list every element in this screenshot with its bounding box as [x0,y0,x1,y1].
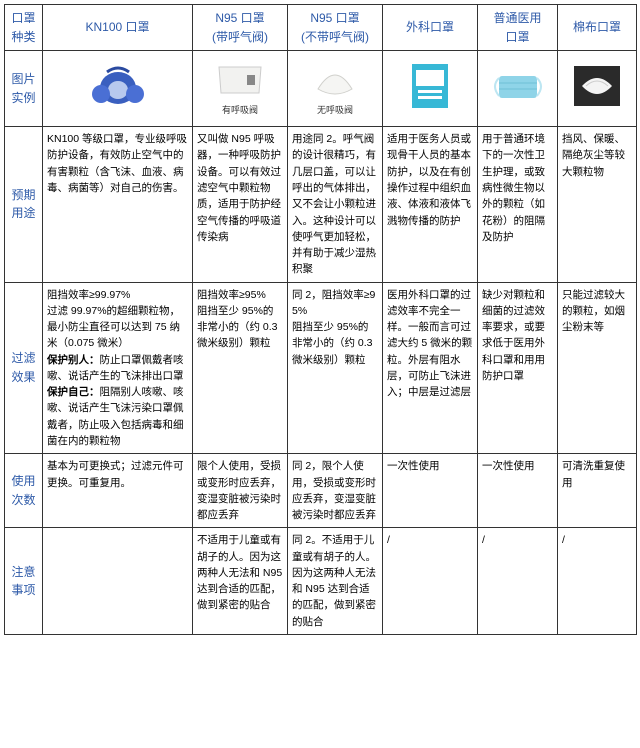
img-kn100 [43,51,193,127]
col-header-kn100: KN100 口罩 [43,5,193,51]
purpose-med: 用于普通环境下的一次性卫生护理，或致病性微生物以外的颗粒（如花粉）的阻隔及防护 [478,127,558,282]
usage-row: 使用 次数 基本为可更换式；过滤元件可更换。可重复用。 限个人使用，受损或变形时… [5,454,637,528]
usage-kn100: 基本为可更换式；过滤元件可更换。可重复用。 [43,454,193,528]
caution-cotton: / [558,528,637,635]
img-n95: 无呼吸阀 [288,51,383,127]
filter-n95: 同 2，阻挡效率≥95% 阻挡至少 95%的非常小的（约 0.3 微米级别）颗粒 [288,282,383,454]
row-label-caution: 注意 事项 [5,528,43,635]
purpose-n95v: 又叫做 N95 呼吸器，一种呼吸防护设备。可以有效过滤空气中颗粒物质，适用于防护… [193,127,288,282]
filter-kn100: 阻挡效率≥99.97% 过滤 99.97%的超细颗粒物，最小防尘直径可以达到 7… [43,282,193,454]
image-row: 图片 实例 有呼吸阀 无呼吸阀 [5,51,637,127]
n95-icon [308,59,362,99]
filter-med: 缺少对颗粒和细菌的过滤效率要求，或要求低于医用外科口罩和用用防护口罩 [478,282,558,454]
col-header-cotton: 棉布口罩 [558,5,637,51]
img-cotton [558,51,637,127]
usage-cotton: 可清洗重复使用 [558,454,637,528]
respirator-kn100-icon [87,60,149,112]
usage-med: 一次性使用 [478,454,558,528]
caution-n95v: 不适用于儿童或有胡子的人。因为这两种人无法和 N95 达到合适的匹配，做到紧密的… [193,528,288,635]
filter-row: 过滤 效果 阻挡效率≥99.97% 过滤 99.97%的超细颗粒物，最小防尘直径… [5,282,637,454]
col-header-surg: 外科口罩 [383,5,478,51]
mask-comparison-table: 口罩 种类 KN100 口罩 N95 口罩 (带呼气阀) N95 口罩 (不带呼… [4,4,637,635]
row-label-image: 图片 实例 [5,51,43,127]
col-header-n95: N95 口罩 (不带呼气阀) [288,5,383,51]
caution-med: / [478,528,558,635]
caution-kn100 [43,528,193,635]
purpose-n95: 用途同 2。呼气阀的设计很精巧，有几层口盖，可以让呼出的气体排出，又不会让小颗粒… [288,127,383,282]
surgical-mask-pack-icon [406,60,454,112]
col-header-med: 普通医用 口罩 [478,5,558,51]
purpose-surg: 适用于医务人员或现骨干人员的基本防护，以及在有创操作过程中组织血液、体液和液体飞… [383,127,478,282]
n95-valved-icon [213,59,267,99]
row-label-filter: 过滤 效果 [5,282,43,454]
medical-mask-icon [489,66,547,106]
caution-n95: 同 2。不适用于儿童或有胡子的人。因为这两种人无法和 N95 达到合适的匹配，做… [288,528,383,635]
filter-cotton: 只能过滤较大的颗粒，如烟尘粉末等 [558,282,637,454]
corner-label: 口罩 种类 [5,5,43,51]
img-surg [383,51,478,127]
purpose-row: 预期 用途 KN100 等级口罩，专业级呼吸防护设备，有效防止空气中的有害颗粒（… [5,127,637,282]
usage-n95: 同 2，限个人使用，受损或变形时应丢弃，变湿变脏被污染时都应丢弃 [288,454,383,528]
usage-surg: 一次性使用 [383,454,478,528]
cotton-mask-icon [572,64,622,108]
filter-n95v: 阻挡效率≥95% 阻挡至少 95%的非常小的（约 0.3 微米级别）颗粒 [193,282,288,454]
caution-surg: / [383,528,478,635]
filter-surg: 医用外科口罩的过滤效率不完全一样。一般而言可过滤大约 5 微米的颗粒。外层有阻水… [383,282,478,454]
purpose-kn100: KN100 等级口罩，专业级呼吸防护设备，有效防止空气中的有害颗粒（含飞沫、血液… [43,127,193,282]
row-label-purpose: 预期 用途 [5,127,43,282]
img-n95v: 有呼吸阀 [193,51,288,127]
caution-row: 注意 事项 不适用于儿童或有胡子的人。因为这两种人无法和 N95 达到合适的匹配… [5,528,637,635]
header-row: 口罩 种类 KN100 口罩 N95 口罩 (带呼气阀) N95 口罩 (不带呼… [5,5,637,51]
img-med [478,51,558,127]
col-header-n95v: N95 口罩 (带呼气阀) [193,5,288,51]
row-label-usage: 使用 次数 [5,454,43,528]
purpose-cotton: 挡风、保暖、隔绝灰尘等较大颗粒物 [558,127,637,282]
usage-n95v: 限个人使用，受损或变形时应丢弃，变湿变脏被污染时都应丢弃 [193,454,288,528]
